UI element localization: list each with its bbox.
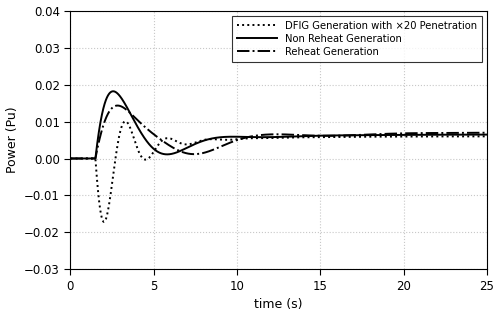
- DFIG Generation with ×20 Penetration: [431, 134, 437, 138]
- Non Reheat Generation: [484, 133, 490, 137]
- DFIG Generation with ×20 Penetration: [484, 134, 490, 138]
- Reheat Generation: [114, 104, 120, 107]
- Reheat Generation: [140, 123, 146, 127]
- Non Reheat Generation: [140, 133, 146, 137]
- Line: Reheat Generation: Reheat Generation: [70, 106, 487, 158]
- Line: Non Reheat Generation: Non Reheat Generation: [70, 91, 487, 158]
- Reheat Generation: [246, 135, 252, 139]
- Non Reheat Generation: [228, 135, 234, 139]
- DFIG Generation with ×20 Penetration: [228, 138, 234, 142]
- Reheat Generation: [484, 131, 490, 135]
- X-axis label: time (s): time (s): [254, 298, 303, 311]
- DFIG Generation with ×20 Penetration: [101, 220, 107, 224]
- DFIG Generation with ×20 Penetration: [476, 134, 482, 138]
- Line: DFIG Generation with ×20 Penetration: DFIG Generation with ×20 Penetration: [70, 121, 487, 222]
- DFIG Generation with ×20 Penetration: [115, 140, 121, 144]
- Non Reheat Generation: [246, 135, 252, 139]
- DFIG Generation with ×20 Penetration: [122, 120, 128, 123]
- Non Reheat Generation: [431, 133, 437, 137]
- Reheat Generation: [476, 131, 482, 135]
- Reheat Generation: [115, 104, 121, 107]
- Y-axis label: Power (Pu): Power (Pu): [6, 107, 18, 173]
- DFIG Generation with ×20 Penetration: [246, 136, 252, 140]
- Non Reheat Generation: [115, 92, 121, 96]
- DFIG Generation with ×20 Penetration: [140, 157, 146, 160]
- DFIG Generation with ×20 Penetration: [68, 157, 73, 160]
- Non Reheat Generation: [476, 133, 482, 137]
- Non Reheat Generation: [68, 157, 73, 160]
- Non Reheat Generation: [110, 89, 116, 93]
- Legend: DFIG Generation with ×20 Penetration, Non Reheat Generation, Reheat Generation: DFIG Generation with ×20 Penetration, No…: [232, 16, 482, 61]
- Reheat Generation: [228, 141, 234, 145]
- Reheat Generation: [431, 131, 437, 135]
- Reheat Generation: [68, 157, 73, 160]
